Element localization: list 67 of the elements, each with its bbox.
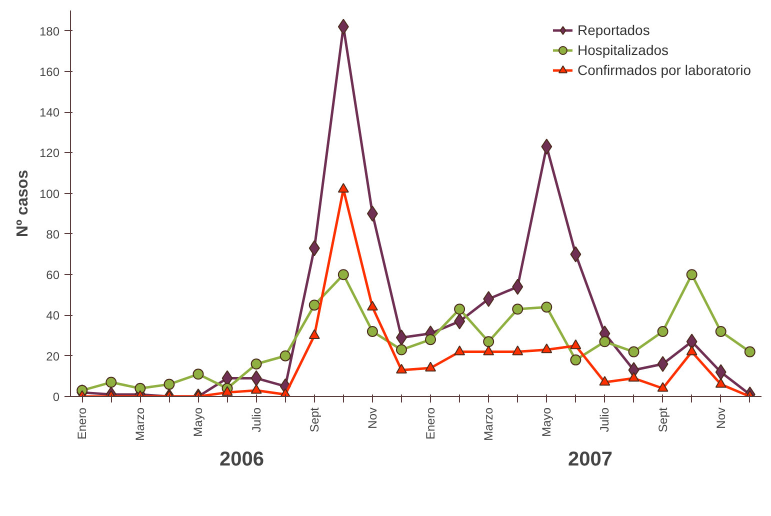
x-tick-label: Mayo: [191, 407, 206, 437]
y-tick-label: 40: [46, 308, 60, 323]
point: [744, 346, 756, 358]
y-tick-label: 80: [46, 227, 60, 242]
point: [541, 344, 552, 354]
point: [280, 350, 291, 362]
point: [366, 326, 378, 337]
x-tick-label: Enero: [424, 407, 438, 440]
y-tick-label: 120: [39, 146, 60, 160]
y-tick-label: 0: [52, 390, 60, 404]
x-tick-label: Julio: [598, 407, 612, 432]
x-tick-label: Nov: [714, 407, 728, 429]
legend-label: Reportados: [577, 22, 650, 38]
legend-label: Confirmados por laboratorio: [577, 62, 751, 78]
point: [657, 326, 668, 337]
y-tick-label: 140: [39, 106, 60, 120]
text: 2006: [220, 448, 264, 470]
x-tick-label: Enero: [75, 407, 90, 440]
point: [512, 346, 524, 356]
point: [396, 344, 407, 356]
y-tick-label: 180: [39, 24, 60, 38]
point: [657, 382, 668, 392]
point: [570, 354, 582, 366]
y-tick-label: 100: [39, 186, 60, 201]
point: [686, 346, 698, 356]
point: [250, 358, 262, 370]
point: [454, 346, 466, 356]
x-tick-label: Sept: [307, 406, 322, 432]
point: [396, 364, 407, 374]
point: [715, 326, 726, 337]
point: [425, 362, 436, 372]
point: [366, 300, 378, 310]
point: [686, 269, 698, 280]
x-tick-label: Marzo: [482, 407, 496, 441]
point: [192, 368, 204, 380]
point: [715, 378, 726, 388]
x-tick-label: Marzo: [133, 407, 148, 441]
point: [222, 386, 233, 396]
point: [250, 384, 262, 394]
point: [338, 269, 349, 280]
point: [164, 378, 175, 390]
y-tick-label: 60: [46, 268, 60, 282]
point: [599, 336, 610, 348]
x-tick-label: Mayo: [540, 407, 554, 437]
x-tick-label: Nov: [365, 407, 380, 429]
point: [308, 300, 320, 311]
point: [570, 339, 582, 350]
point: [425, 334, 436, 346]
point: [599, 376, 610, 386]
point: [308, 329, 320, 339]
point: [338, 183, 349, 193]
point: [483, 336, 494, 348]
y-axis-title: Nº casos: [14, 170, 32, 238]
point: [541, 302, 552, 313]
x-tick-label: Julio: [249, 407, 264, 432]
point: [512, 304, 524, 315]
point: [106, 376, 117, 388]
point: [483, 346, 494, 356]
point: [628, 372, 640, 382]
point: [134, 382, 146, 394]
y-tick-label: 20: [46, 349, 60, 364]
point: [628, 346, 640, 358]
y-tick-label: 160: [39, 64, 60, 79]
x-tick-label: Sept: [656, 406, 670, 432]
text: 2007: [568, 448, 612, 470]
legend-label: Hospitalizados: [577, 42, 669, 58]
point: [454, 304, 466, 315]
